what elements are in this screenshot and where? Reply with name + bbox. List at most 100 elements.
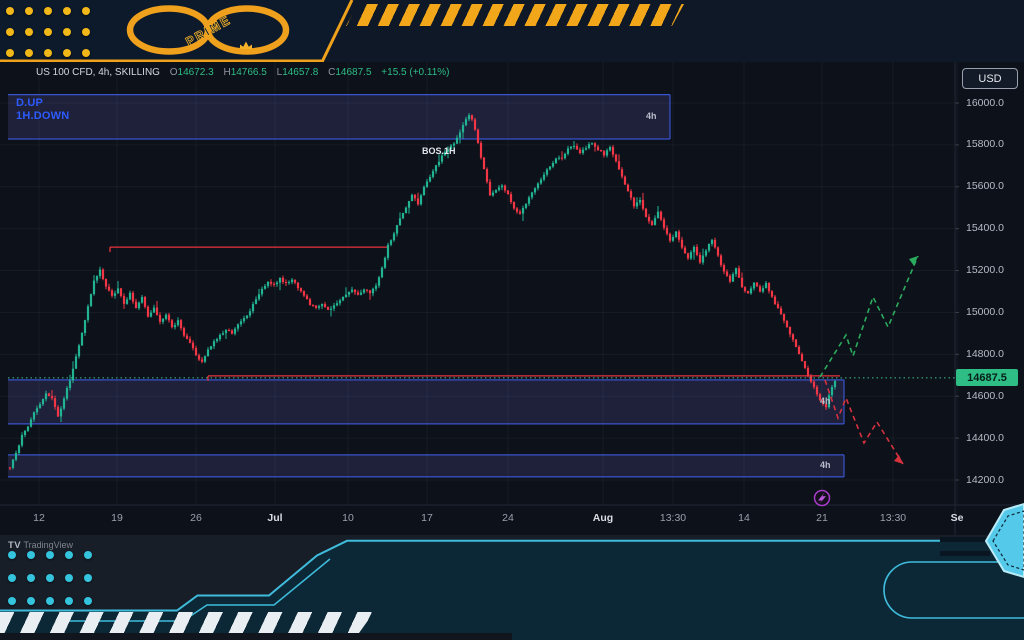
candle-body [107,286,111,291]
deco-dot [63,28,71,36]
symbol-description[interactable]: US 100 CFD, 4h, SKILLING [36,67,160,78]
candle-body [155,307,159,315]
candle-body [122,295,126,304]
candle-body [26,426,30,431]
candle-body [527,197,531,204]
candle-body [368,290,372,294]
tradingview-attribution[interactable]: TV TradingView [8,540,73,551]
candle-body [326,306,330,310]
candle-body [374,285,378,289]
deco-dot [25,7,33,15]
candle-body [470,115,474,120]
candle-body [389,240,393,245]
candle-body [479,142,483,158]
candle-body [269,281,273,284]
candle-body [278,277,282,283]
candle-body [323,304,327,307]
deco-dot [6,7,14,15]
candle-body [410,194,414,202]
candle-body [149,312,153,317]
candle-body [317,306,321,308]
candle-body [749,288,753,294]
price-tick-label: 14600.0 [966,389,1004,402]
zone-annotation[interactable]: D.UP 1H.DOWN [16,97,69,123]
candle-body [359,292,363,295]
candle-body [284,282,288,284]
candle-body [23,430,27,436]
candle-body [341,296,345,301]
deco-dot [44,28,52,36]
candle-body [263,285,267,289]
candle-body [494,190,498,193]
candle-body [536,183,540,189]
tradingview-icon: TV [8,540,22,551]
candle-body [290,279,294,283]
candle-body [434,165,438,172]
candle-body [800,354,804,362]
event-marker[interactable] [813,489,831,507]
hexagon-badge[interactable] [984,502,1024,579]
candle-body [338,300,342,304]
supply-zone-4h-tf-label: 4h [646,110,657,121]
candle-body [644,208,648,217]
candle-body [266,281,270,286]
candle-body [542,174,546,180]
candle-body [116,288,120,294]
candle-body [383,257,387,268]
candle-body [167,314,171,321]
candle-body [506,190,510,195]
infinity-right-loop-icon [204,5,290,55]
candle-body [575,145,579,150]
candle-body [827,395,831,408]
candle-body [242,318,246,322]
candle-body [608,147,612,151]
price-tick-label: 16000.0 [966,96,1004,109]
candle-body [635,202,639,207]
candle-body [194,348,198,356]
deco-dot [84,597,92,605]
candle-body [302,291,306,296]
ticker-bar[interactable]: US 100 CFD, 4h, SKILLING O14672.3 H14766… [36,67,450,78]
candle-body [248,311,252,316]
crown-icon [240,41,252,49]
candle-body [98,269,102,277]
hex-connector-bottom [940,551,990,556]
candle-body [548,166,552,170]
candle-body [35,408,39,413]
currency-toggle-button[interactable]: USD [962,68,1018,89]
brand-logo-graphic: PRIME [0,0,354,62]
candle-body [17,445,21,453]
candle-body [362,289,366,293]
candle-body [143,297,147,307]
candle-body [794,339,798,347]
candle-body [221,333,225,335]
price-tick-label: 14800.0 [966,347,1004,360]
candle-body [395,225,399,234]
candle-body [812,381,816,387]
bos-annotation[interactable]: BOS.1H [422,146,456,156]
open-label: O [169,67,178,78]
candle-body [239,321,243,325]
candle-body [458,132,462,138]
candle-body [416,198,420,205]
bullish-projection-arrowhead [909,256,918,266]
candle-body [521,207,525,214]
time-tick-label: 17 [421,512,433,524]
candle-body [788,326,792,335]
grid [0,62,959,505]
candle-body [476,129,480,143]
deco-dot [46,574,54,582]
candle-body [398,218,402,226]
candle-body [464,119,468,126]
candle-body [761,288,765,292]
candle-body [218,334,222,340]
candle-body [587,144,591,149]
candle-body [803,361,807,368]
demand-zone-4h-lower-tf-label: 4h [820,459,831,470]
candle-body [113,293,117,296]
candle-body [593,143,597,147]
banner-gold-diagonal [320,0,354,62]
candle-body [605,150,609,156]
deco-dot [27,551,35,559]
